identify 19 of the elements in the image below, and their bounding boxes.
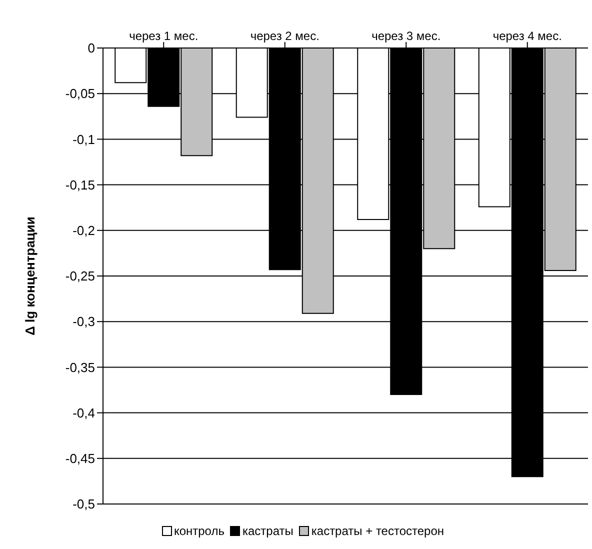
y-tick-label: -0,15 bbox=[65, 177, 95, 192]
x-tick-label: через 4 мес. bbox=[492, 29, 562, 43]
y-tick-label: -0,4 bbox=[72, 405, 95, 420]
y-tick-label: -0,1 bbox=[72, 132, 95, 147]
y-tick-label: -0,05 bbox=[65, 86, 95, 102]
y-tick-label: -0,5 bbox=[72, 496, 95, 512]
legend-label: кастраты + тестостерон bbox=[311, 524, 444, 538]
y-tick-label: -0,3 bbox=[72, 314, 95, 330]
y-tick-label: -0,45 bbox=[65, 451, 95, 466]
y-tick-label: 0 bbox=[88, 40, 95, 56]
x-tick-label: через 1 мес. bbox=[129, 29, 198, 43]
x-tick-label: через 2 мес. bbox=[250, 29, 320, 43]
x-tick-label: через 3 мес. bbox=[372, 29, 441, 43]
legend-label: контроль bbox=[174, 524, 224, 538]
y-axis-title: Δ lg концентрации bbox=[22, 216, 38, 336]
y-tick-label: -0,2 bbox=[72, 223, 95, 238]
legend-label: кастраты bbox=[242, 524, 294, 538]
y-tick-label: -0,35 bbox=[65, 360, 95, 375]
y-tick-label: -0,25 bbox=[65, 268, 95, 284]
